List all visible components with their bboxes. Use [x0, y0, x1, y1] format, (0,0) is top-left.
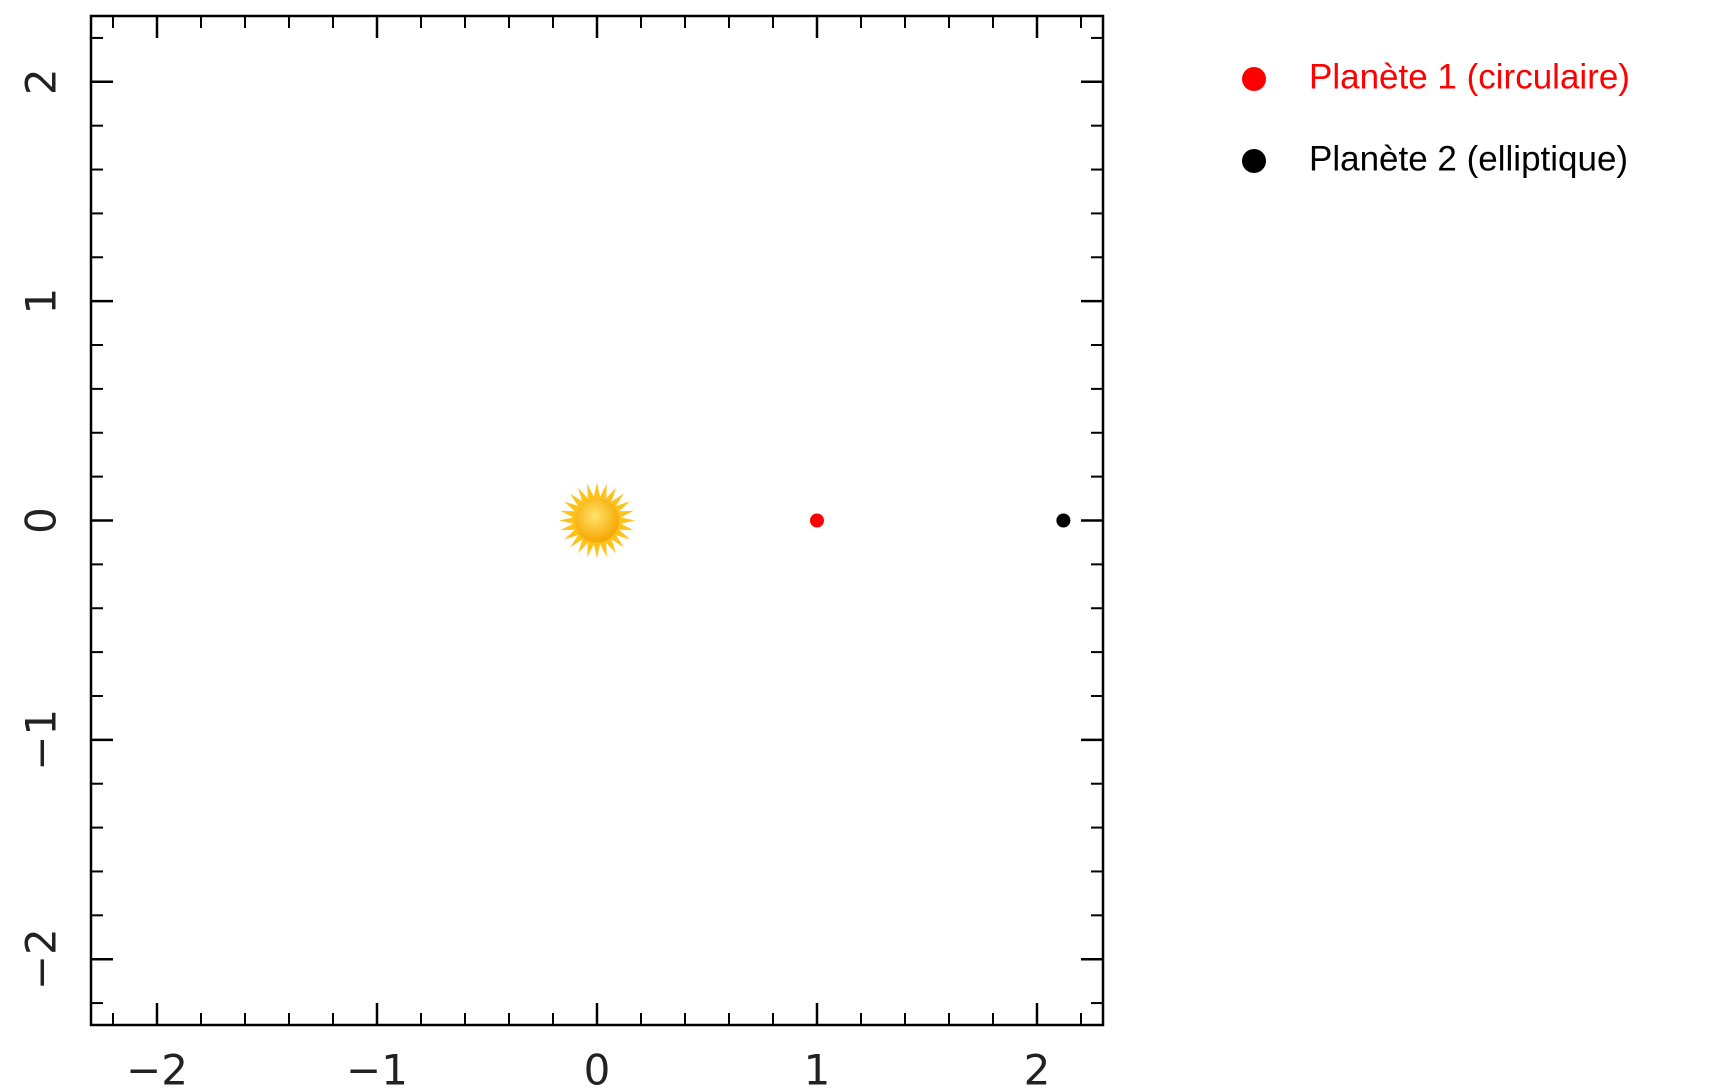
x-tick-label: −1: [346, 1046, 408, 1090]
y-tick-label: 0: [17, 507, 66, 534]
legend-label: Planète 2 (elliptique): [1309, 139, 1628, 178]
legend-label: Planète 1 (circulaire): [1309, 57, 1630, 96]
star-disc: [575, 499, 619, 543]
x-tick-label: 0: [584, 1046, 611, 1090]
x-tick-label: 2: [1024, 1046, 1051, 1090]
chart: −2 −1 0 1 2 −2 −1 0 1 2 Planète 1 (circulaire) Plan…: [0, 0, 1717, 1090]
y-tick-label: −1: [17, 709, 66, 771]
y-tick-label: 1: [17, 288, 66, 315]
point: [810, 514, 824, 528]
legend-marker: [1242, 149, 1266, 173]
x-tick-label: 1: [804, 1046, 831, 1090]
legend-marker: [1242, 67, 1266, 91]
y-tick-label: 2: [17, 68, 66, 95]
star: [559, 483, 635, 559]
y-tick-label: −2: [17, 928, 66, 990]
point: [1056, 514, 1070, 528]
x-tick-label: −2: [126, 1046, 188, 1090]
